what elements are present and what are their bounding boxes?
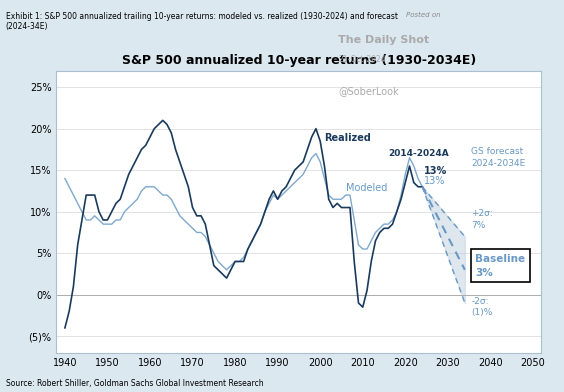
Text: Posted on: Posted on	[406, 12, 440, 18]
Text: The Daily Shot: The Daily Shot	[338, 35, 430, 45]
Text: -2σ:
(1)%: -2σ: (1)%	[472, 297, 492, 318]
Text: Exhibit 1: S&P 500 annualized trailing 10-year returns: modeled vs. realized (19: Exhibit 1: S&P 500 annualized trailing 1…	[6, 12, 398, 31]
Text: Baseline
3%: Baseline 3%	[475, 254, 526, 278]
Text: Modeled: Modeled	[346, 183, 387, 193]
Text: GS forecast
2024-2034E: GS forecast 2024-2034E	[472, 147, 526, 168]
Text: 2014-2024A: 2014-2024A	[388, 149, 449, 158]
Text: 13%: 13%	[425, 166, 448, 176]
Text: 13%: 13%	[425, 176, 446, 186]
Text: Realized: Realized	[324, 133, 371, 143]
Title: S&P 500 annualized 10-year returns (1930-2034E): S&P 500 annualized 10-year returns (1930…	[122, 54, 476, 67]
Text: +2σ:
7%: +2σ: 7%	[472, 209, 493, 230]
Text: @SoberLook: @SoberLook	[338, 86, 399, 96]
Text: Source: Robert Shiller, Goldman Sachs Global Investment Research: Source: Robert Shiller, Goldman Sachs Gl…	[6, 379, 263, 388]
Text: 21-Oct-2024: 21-Oct-2024	[338, 55, 386, 64]
